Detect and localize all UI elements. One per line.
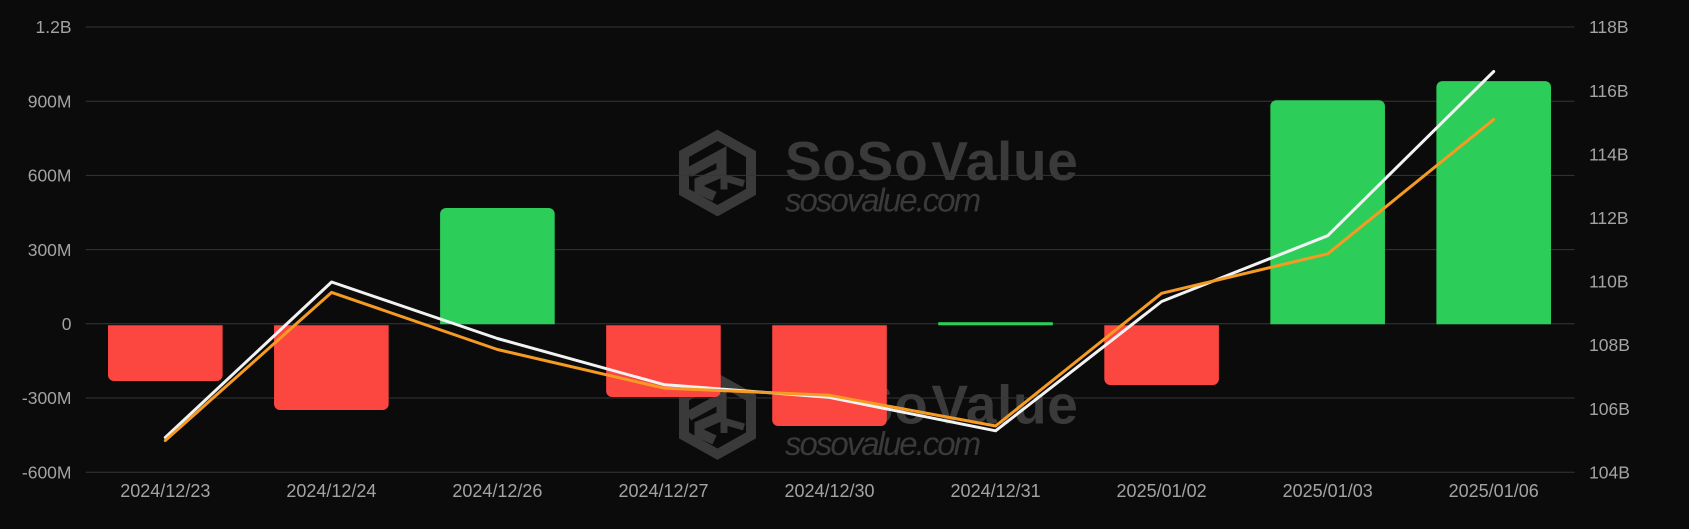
svg-text:1.2B: 1.2B: [36, 17, 72, 37]
svg-text:300M: 300M: [28, 240, 72, 260]
svg-text:2024/12/30: 2024/12/30: [784, 481, 874, 501]
svg-text:2024/12/24: 2024/12/24: [286, 481, 376, 501]
svg-text:106B: 106B: [1589, 399, 1630, 419]
svg-text:2025/01/06: 2025/01/06: [1449, 481, 1539, 501]
svg-text:2024/12/27: 2024/12/27: [618, 481, 708, 501]
svg-text:104B: 104B: [1589, 462, 1630, 482]
svg-text:2024/12/26: 2024/12/26: [452, 481, 542, 501]
svg-text:-300M: -300M: [22, 388, 72, 408]
svg-text:2025/01/03: 2025/01/03: [1283, 481, 1373, 501]
svg-text:-600M: -600M: [22, 462, 72, 482]
svg-text:900M: 900M: [28, 91, 72, 111]
svg-text:600M: 600M: [28, 166, 72, 186]
svg-text:116B: 116B: [1589, 81, 1629, 101]
svg-text:2024/12/23: 2024/12/23: [120, 481, 210, 501]
svg-text:0: 0: [62, 314, 72, 334]
svg-text:2024/12/31: 2024/12/31: [951, 481, 1041, 501]
svg-text:110B: 110B: [1589, 272, 1629, 292]
svg-text:114B: 114B: [1589, 144, 1629, 164]
svg-text:118B: 118B: [1589, 17, 1629, 37]
svg-text:112B: 112B: [1589, 208, 1629, 228]
svg-text:108B: 108B: [1589, 335, 1630, 355]
svg-text:2025/01/02: 2025/01/02: [1117, 481, 1207, 501]
